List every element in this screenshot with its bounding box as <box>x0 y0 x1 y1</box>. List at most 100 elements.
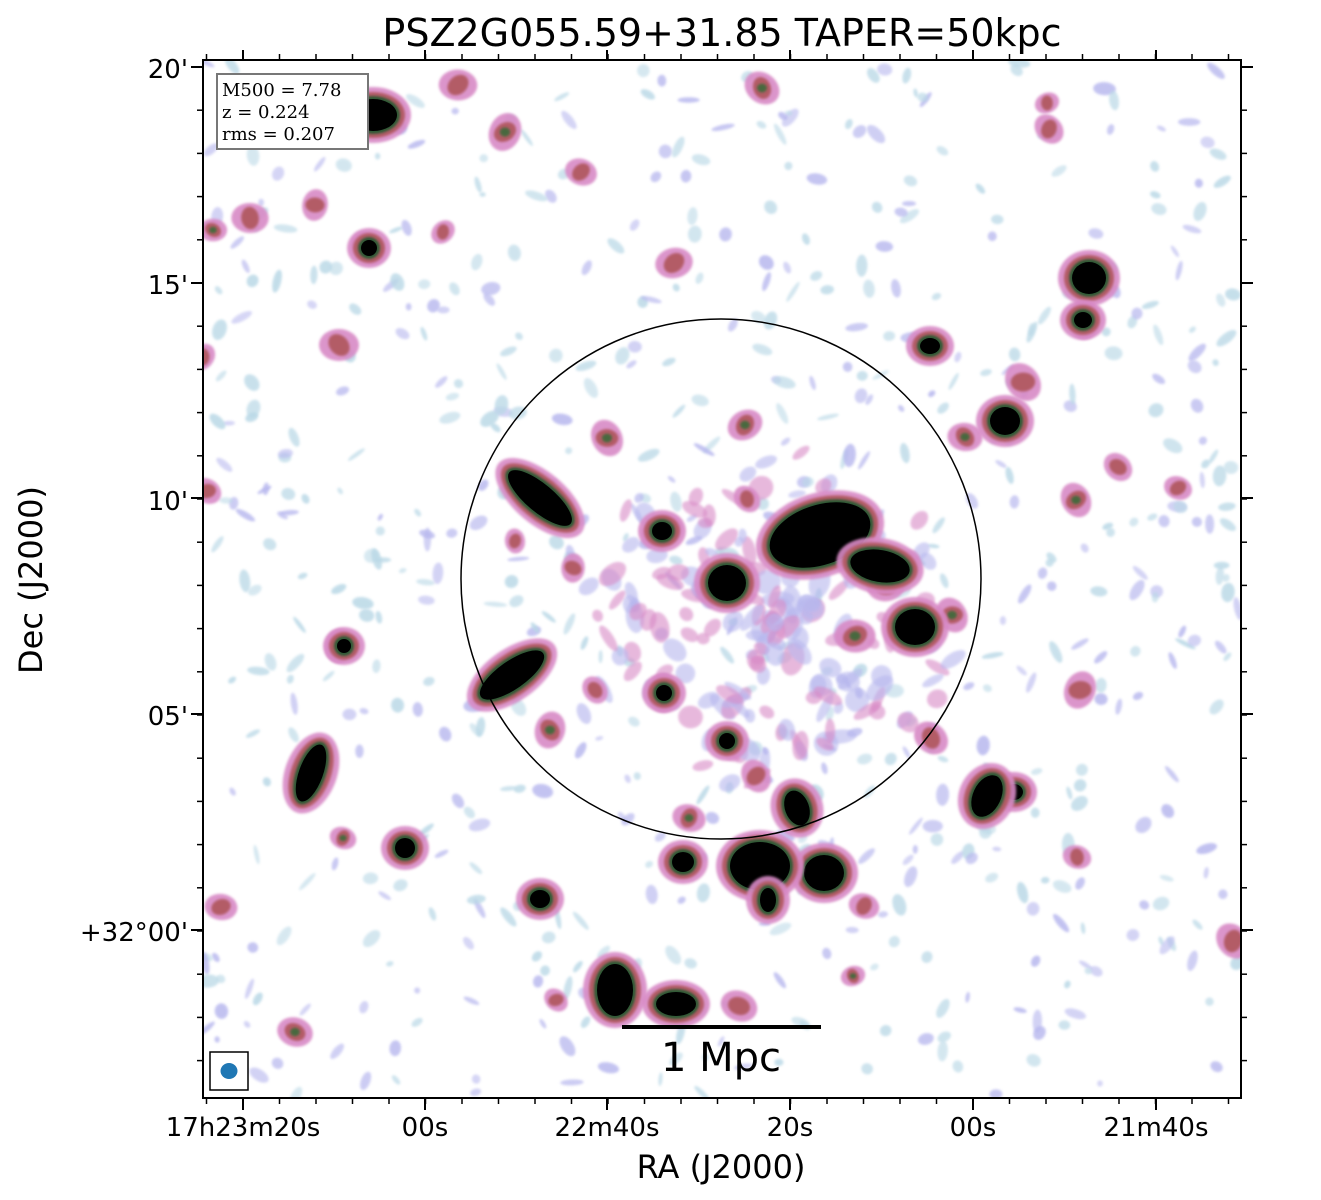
emission-blob <box>470 1088 482 1097</box>
emission-blob <box>1175 260 1183 281</box>
emission-blob <box>393 879 408 892</box>
emission-blob <box>1129 517 1139 527</box>
emission-blob <box>1209 699 1224 715</box>
y-tick-label: 10' <box>148 487 188 517</box>
emission-blob <box>331 857 339 871</box>
emission-blob <box>669 555 683 565</box>
emission-blob <box>843 443 856 468</box>
emission-blob <box>1069 383 1076 405</box>
emission-blob <box>926 689 948 709</box>
emission-blob <box>663 638 687 662</box>
emission-blob <box>657 74 667 87</box>
emission-blob <box>432 562 444 585</box>
emission-blob <box>963 682 975 691</box>
emission-blob <box>279 510 299 516</box>
info-m500: M500 = 7.78 <box>222 80 341 101</box>
emission-blob <box>750 655 765 665</box>
emission-blob <box>1064 1008 1087 1020</box>
emission-blob <box>500 786 517 792</box>
emission-blob <box>453 379 464 389</box>
emission-blob <box>597 945 611 959</box>
emission-blob <box>1193 202 1207 221</box>
emission-blob <box>1201 459 1210 469</box>
emission-blob <box>609 590 626 610</box>
emission-blob <box>617 811 627 822</box>
emission-blob <box>563 613 576 635</box>
emission-blob <box>817 413 839 421</box>
emission-blob <box>337 487 343 495</box>
emission-blob <box>469 723 482 737</box>
emission-blob <box>583 377 599 398</box>
x-tick-label: 20s <box>767 1113 814 1143</box>
emission-blob <box>975 183 986 194</box>
emission-blob <box>1080 922 1086 935</box>
emission-blob <box>480 410 499 427</box>
emission-blob <box>1058 1020 1071 1030</box>
emission-blob <box>264 653 277 671</box>
emission-blob <box>494 395 509 415</box>
emission-blob <box>1041 95 1053 111</box>
emission-blob <box>645 860 653 868</box>
emission-blob <box>633 772 641 781</box>
emission-blob <box>1178 625 1187 638</box>
emission-blob <box>852 125 867 138</box>
emission-blob <box>1213 561 1230 570</box>
emission-blob <box>418 279 431 290</box>
emission-blob <box>1071 638 1089 650</box>
emission-blob <box>667 564 689 581</box>
emission-blob <box>581 260 592 276</box>
y-axis-label: Dec (J2000) <box>12 486 50 674</box>
emission-blob <box>436 224 450 240</box>
emission-blob <box>842 361 853 372</box>
emission-blob <box>230 236 245 249</box>
emission-blob <box>507 556 530 562</box>
x-tick-label: 00s <box>402 1113 449 1143</box>
emission-blob <box>897 712 919 733</box>
emission-blob <box>281 487 296 501</box>
emission-blob <box>420 326 428 341</box>
emission-blob <box>904 866 918 888</box>
emission-blob <box>362 930 381 948</box>
emission-blob <box>509 533 521 549</box>
emission-blob <box>778 718 796 741</box>
emission-blob <box>1190 398 1204 413</box>
emission-blob <box>419 529 435 539</box>
emission-blob <box>784 110 793 116</box>
emission-blob <box>1127 315 1138 329</box>
emission-blob <box>243 1020 251 1028</box>
emission-blob <box>696 632 710 645</box>
emission-blob <box>549 535 564 550</box>
emission-blob <box>628 716 640 727</box>
emission-blob <box>879 1025 892 1037</box>
emission-blob <box>672 136 685 158</box>
emission-blob <box>850 549 910 583</box>
emission-blob <box>525 190 548 202</box>
emission-blob <box>377 513 383 521</box>
emission-blob <box>271 1057 284 1069</box>
emission-blob <box>437 306 450 314</box>
emission-blob <box>917 1033 934 1045</box>
emission-blob <box>1187 360 1202 374</box>
emission-blob <box>219 497 233 504</box>
emission-blob <box>656 685 672 701</box>
emission-blob <box>675 663 696 684</box>
emission-blob <box>541 611 556 623</box>
emission-blob <box>572 163 590 181</box>
emission-blob <box>901 201 917 207</box>
x-tick-label: 22m40s <box>554 1113 659 1143</box>
emission-blob <box>1106 124 1115 135</box>
emission-blob <box>474 176 482 193</box>
emission-blob <box>764 200 778 215</box>
emission-blob <box>691 394 709 407</box>
emission-blob <box>391 697 405 713</box>
axis-ticks <box>191 50 1253 1110</box>
emission-blob <box>1175 638 1196 650</box>
emission-blob <box>531 951 542 962</box>
emission-blob <box>203 60 215 68</box>
emission-blob <box>693 443 715 456</box>
emission-blob <box>639 609 657 631</box>
emission-blob <box>1071 795 1088 811</box>
emission-blob <box>1209 148 1227 160</box>
emission-blob <box>1080 543 1089 553</box>
emission-blob <box>877 911 888 918</box>
